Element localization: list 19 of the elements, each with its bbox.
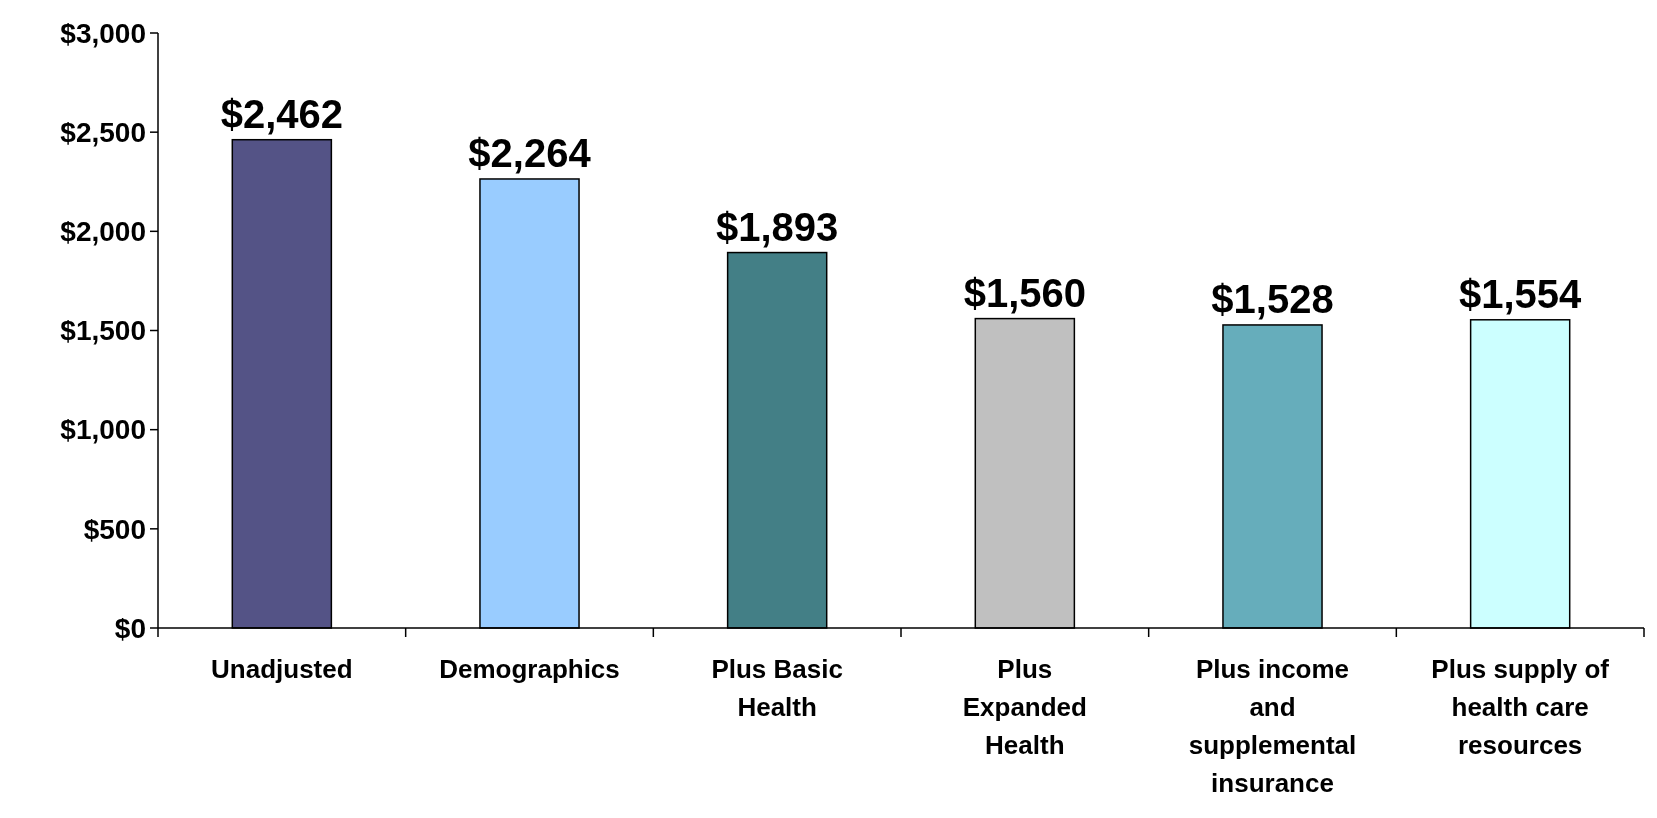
data-label: $1,554 xyxy=(1458,271,1583,316)
y-tick-label: $0 xyxy=(114,612,146,644)
y-tick-label: $2,500 xyxy=(60,116,146,148)
data-label: $1,560 xyxy=(963,270,1087,315)
y-tick-label: $500 xyxy=(83,513,146,545)
data-label: $2,462 xyxy=(220,91,344,136)
x-tick-label: Plus Expanded Health xyxy=(962,654,1087,760)
y-tick-label: $1,000 xyxy=(60,414,146,446)
data-label: $2,264 xyxy=(468,130,592,175)
x-tick-label: Demographics xyxy=(439,654,620,684)
data-label: $1,528 xyxy=(1211,276,1334,321)
x-tick-label: Plus supply of health care resources xyxy=(1431,654,1610,760)
y-tick-label: $1,500 xyxy=(60,315,146,347)
x-tick-label: Plus income and supplemental insurance xyxy=(1188,654,1357,798)
x-tick-label: Plus Basic Health xyxy=(711,654,843,722)
y-tick-label: $2,000 xyxy=(60,216,146,248)
data-label: $1,893 xyxy=(715,204,839,249)
y-tick-label: $3,000 xyxy=(60,17,146,49)
x-tick-label: Unadjusted xyxy=(211,654,353,684)
